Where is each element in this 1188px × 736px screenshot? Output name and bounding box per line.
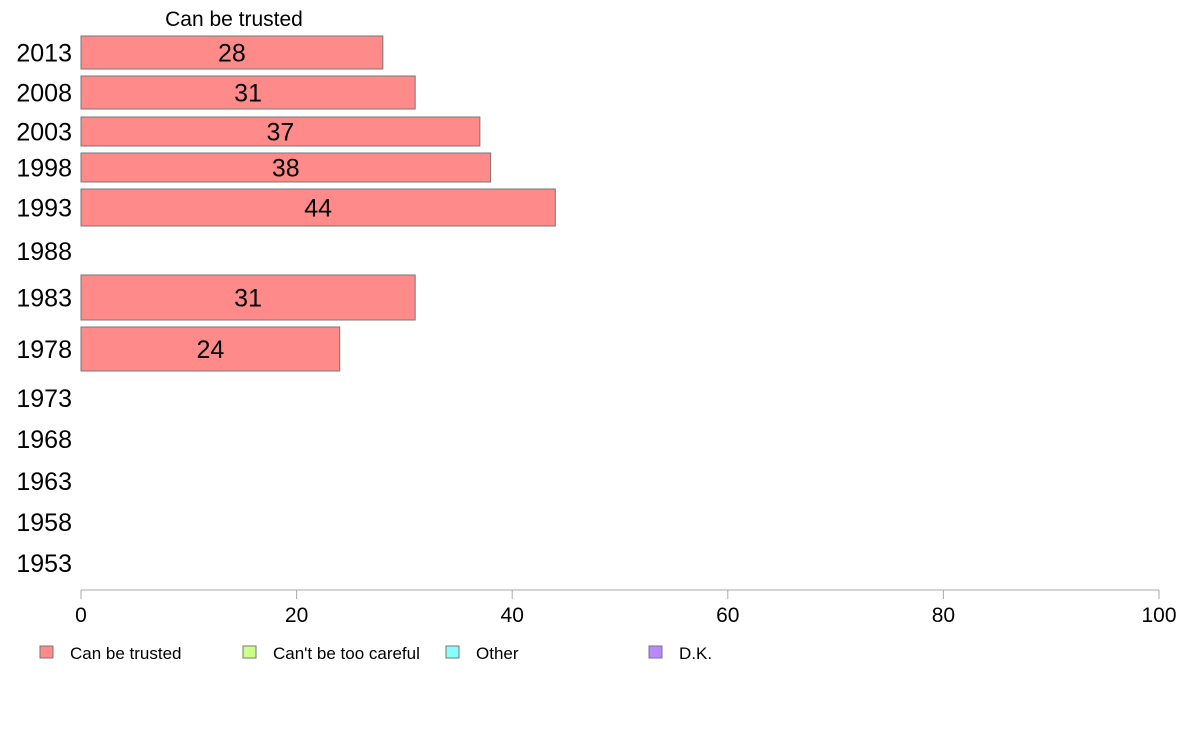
bar-1998: [80, 152, 492, 183]
bar-2013: [80, 35, 384, 70]
year-label-1998: 1998: [16, 155, 72, 183]
series-header: Can be trusted: [165, 8, 303, 31]
bar-value-label-2008: 31: [234, 80, 262, 108]
legend-label-can-be-trusted: Can be trusted: [70, 644, 182, 663]
x-tick-label-100: 100: [1141, 604, 1176, 627]
year-label-1978: 1978: [16, 336, 72, 364]
x-tick-label-20: 20: [285, 604, 308, 627]
legend-label-d-k: D.K.: [679, 644, 712, 663]
x-tick-label-60: 60: [716, 604, 739, 627]
bar-value-label-1998: 38: [272, 155, 300, 183]
legend-swatch-can-t-be-too-careful: [242, 645, 257, 659]
bar-value-label-2013: 28: [218, 40, 246, 68]
bar-2003: [80, 116, 481, 147]
legend-label-can-t-be-too-careful: Can't be too careful: [273, 644, 420, 663]
year-label-1963: 1963: [16, 468, 72, 496]
year-label-1958: 1958: [16, 509, 72, 537]
legend: Can be trusted Can't be too careful Other D…: [39, 644, 712, 663]
bar-1993: [80, 188, 556, 227]
x-axis: 0 20 40 60 80 100: [75, 589, 1177, 627]
bar-value-label-2003: 37: [267, 119, 295, 147]
legend-swatch-other: [445, 645, 460, 659]
bar-1978: [80, 326, 341, 372]
year-label-2003: 2003: [16, 119, 72, 147]
x-tick-label-0: 0: [75, 604, 87, 627]
year-label-1983: 1983: [16, 285, 72, 313]
legend-label-other: Other: [476, 644, 519, 663]
bar-1983: [80, 274, 416, 321]
year-label-1953: 1953: [16, 550, 72, 578]
x-tick-label-80: 80: [932, 604, 955, 627]
bar-value-label-1983: 31: [234, 285, 262, 313]
year-label-1973: 1973: [16, 385, 72, 413]
bar-2008: [80, 75, 416, 110]
legend-swatch-can-be-trusted: [39, 645, 54, 659]
bar-value-label-1993: 44: [304, 195, 332, 223]
year-label-1988: 1988: [16, 238, 72, 266]
year-label-2013: 2013: [16, 40, 72, 68]
year-label-1968: 1968: [16, 426, 72, 454]
year-label-2008: 2008: [16, 80, 72, 108]
year-label-1993: 1993: [16, 195, 72, 223]
bar-value-label-1978: 24: [196, 336, 224, 364]
x-tick-label-40: 40: [501, 604, 524, 627]
year-labels-group: 2013 2008 2003 1998 1993 1988 1983 1978 1973 1968…: [16, 40, 72, 579]
legend-swatch-d-k: [648, 645, 663, 659]
